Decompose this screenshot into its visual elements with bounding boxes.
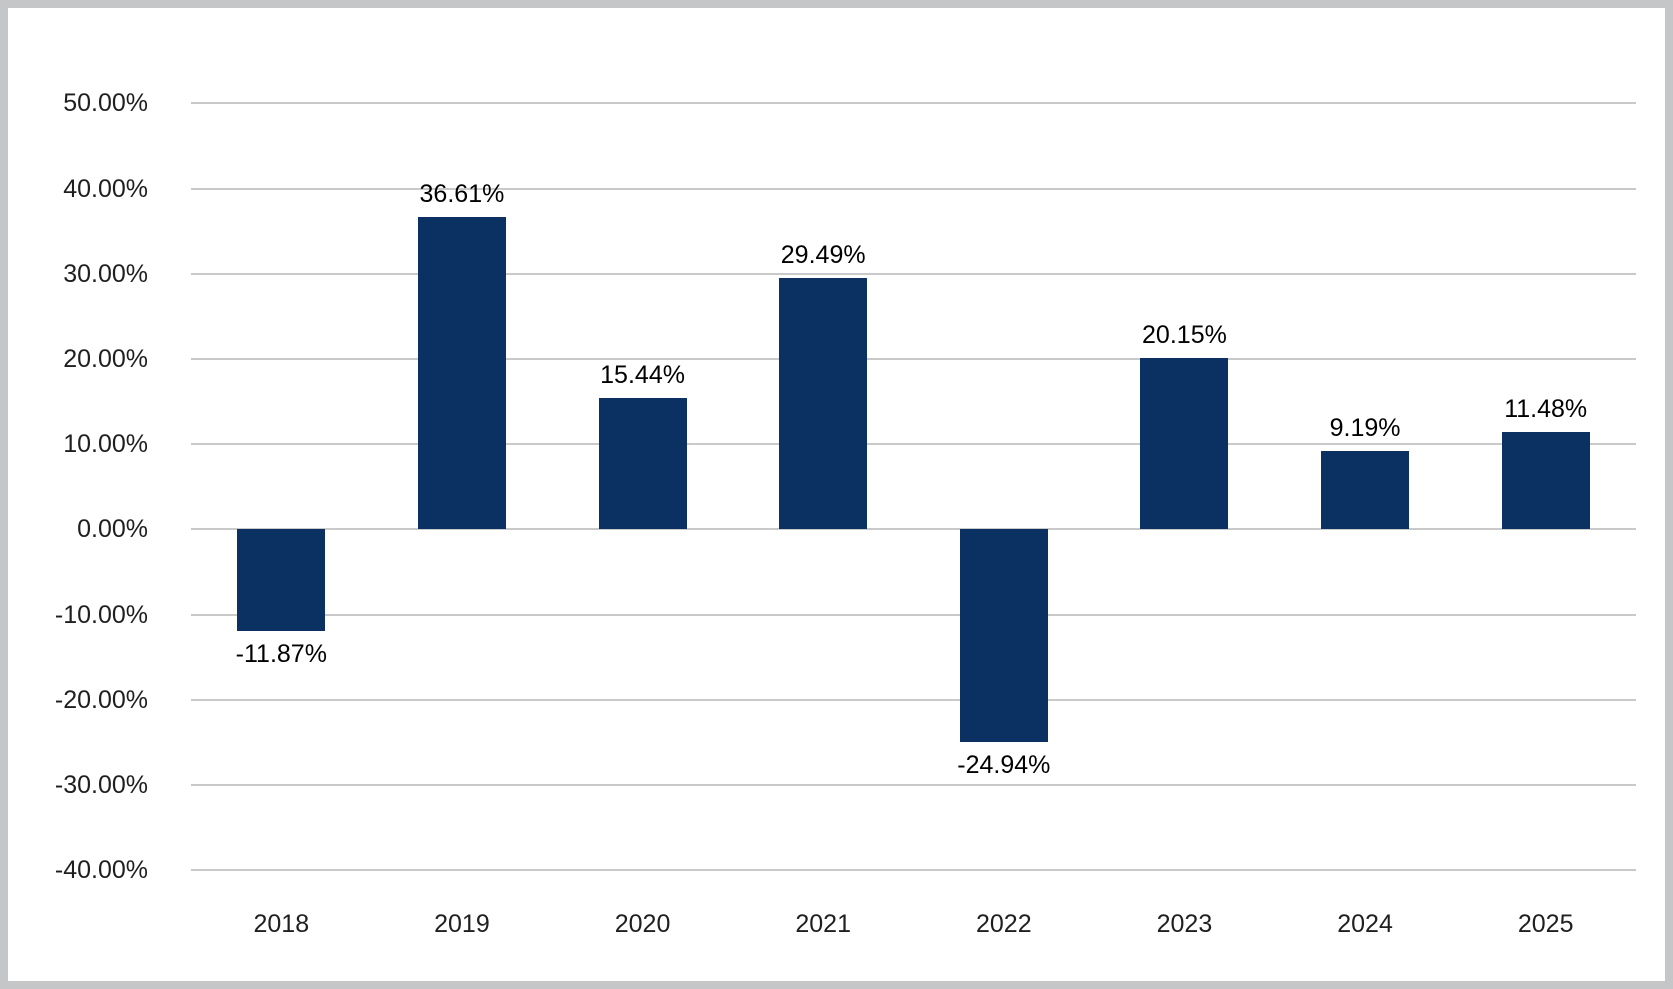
x-axis-label-2025: 2025 [1517, 910, 1574, 938]
x-axis-label-2018: 2018 [253, 910, 310, 938]
y-axis-label-20: 20.00% [63, 345, 148, 373]
data-label-2024: 9.19% [1329, 414, 1401, 443]
y-axis-label--30: -30.00% [54, 771, 148, 799]
y-axis-label-40: 40.00% [63, 174, 148, 203]
y-axis-label-50: 50.00% [63, 89, 148, 118]
data-label-2020: 15.44% [600, 360, 685, 389]
gridline-10 [191, 443, 1636, 446]
gridline--20 [191, 698, 1636, 701]
gridline-40 [191, 187, 1636, 190]
data-label-2022: -24.94% [957, 750, 1051, 779]
y-axis-label--40: -40.00% [54, 856, 148, 885]
gridline-50 [191, 102, 1636, 105]
bar-2024 [1321, 451, 1410, 530]
x-axis-label-2020: 2020 [614, 910, 671, 938]
data-label-2021: 29.49% [780, 241, 866, 270]
gridline--30 [191, 784, 1636, 786]
data-label-2025: 11.48% [1504, 394, 1588, 423]
bar-2023 [1140, 357, 1229, 530]
gridline-30 [191, 272, 1636, 275]
gridline--10 [191, 613, 1636, 616]
x-axis-label-2022: 2022 [976, 910, 1032, 938]
y-axis-label-30: 30.00% [63, 259, 148, 288]
bar-2021 [779, 278, 868, 530]
y-axis-label-10: 10.00% [63, 430, 148, 459]
bar-2025 [1501, 431, 1590, 530]
gridline-0 [191, 528, 1636, 531]
bar-2020 [598, 397, 687, 530]
bar-2022 [959, 529, 1048, 742]
data-label-2019: 36.61% [419, 180, 505, 209]
x-axis-label-2024: 2024 [1337, 910, 1393, 938]
data-label-2023: 20.15% [1142, 320, 1227, 349]
data-label-2018: -11.87% [235, 639, 327, 668]
bar-2019 [417, 217, 506, 530]
y-axis-label--10: -10.00% [54, 600, 148, 629]
bar-2018 [237, 529, 326, 631]
x-axis-label-2021: 2021 [795, 910, 851, 938]
bar-chart: 50.00% 40.00% 30.00% 20.00% 10.00% 0.00% -10.0… [8, 8, 1665, 981]
y-axis-label-0: 0.00% [77, 515, 148, 544]
x-axis-label-2023: 2023 [1156, 910, 1213, 938]
x-axis-label-2019: 2019 [434, 910, 490, 938]
y-axis-label--20: -20.00% [54, 685, 148, 714]
gridline--40 [191, 869, 1636, 872]
gridline-20 [191, 358, 1636, 360]
